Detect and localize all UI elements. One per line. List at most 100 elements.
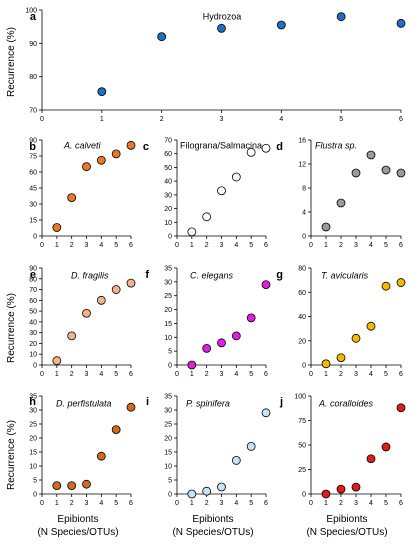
panel-h: 0 5 10 15 20 25 30 35 0 1 2 3 4 5 6 h D. perfistulata (29, 394, 136, 507)
y-tick-label: 40 (164, 179, 172, 186)
y-tick-label: 50 (164, 165, 172, 172)
data-point (96, 295, 106, 305)
data-point (396, 168, 406, 178)
y-tick-label: 70 (164, 138, 172, 145)
data-point (381, 281, 391, 291)
y-tick-label: 30 (29, 330, 37, 337)
panel-title: P. spinifera (186, 398, 230, 408)
data-point (351, 333, 361, 343)
x-tick-label: 2 (205, 500, 209, 507)
x-tick-label: 4 (234, 371, 238, 378)
data-point (187, 489, 197, 499)
y-axis-title-top: Recurrence (%) (6, 27, 17, 97)
data-point (321, 489, 331, 499)
y-tick-label: 30 (164, 192, 172, 199)
x-tick-label: 3 (220, 116, 224, 123)
data-point (261, 143, 271, 153)
data-point (396, 403, 406, 413)
y-tick-label: 15 (29, 218, 37, 225)
x-tick-label: 1 (324, 242, 328, 249)
y-tick-label: 30 (164, 279, 172, 286)
x-tick-label: 5 (384, 371, 388, 378)
x-tick-label: 6 (399, 242, 403, 249)
y-tick-label: 0 (302, 492, 306, 499)
x-tick-label: 1 (100, 116, 104, 123)
data-point (202, 212, 212, 222)
y-tick-label: 90 (29, 41, 37, 48)
x-tick-label: 5 (384, 242, 388, 249)
x-tick-label: 1 (190, 500, 194, 507)
y-tick-label: 30 (29, 202, 37, 209)
y-tick-label: 80 (29, 276, 37, 283)
y-tick-label: 10 (164, 464, 172, 471)
data-point (276, 20, 286, 30)
x-tick-label: 2 (339, 242, 343, 249)
x-tick-label: 3 (354, 371, 358, 378)
y-tick-label: 60 (29, 170, 37, 177)
y-tick-label: 70 (29, 108, 37, 115)
data-point (381, 165, 391, 175)
y-tick-label: 25 (298, 467, 306, 474)
y-tick-label: 75 (29, 154, 37, 161)
data-point (321, 222, 331, 232)
y-tick-label: 70 (29, 287, 37, 294)
y-tick-label: 100 (294, 394, 306, 401)
x-tick-label: 0 (309, 242, 313, 249)
y-axis-title-row2: Recurrence (%) (6, 293, 17, 363)
x-tick-label: 1 (324, 500, 328, 507)
y-tick-label: 15 (164, 321, 172, 328)
data-point (67, 481, 77, 491)
x-tick-label: 5 (114, 242, 118, 249)
x-tick-label: 5 (249, 371, 253, 378)
panel-a: 70 80 90 100 0 1 2 3 4 5 6 a Hydrozoa (25, 8, 406, 123)
data-point (231, 331, 241, 341)
panel-letter: d (276, 141, 283, 153)
x-tick-label: 2 (70, 242, 74, 249)
data-point (187, 360, 197, 370)
y-tick-label: 20 (298, 338, 306, 345)
y-tick-label: 100 (25, 8, 37, 15)
x-tick-label: 5 (384, 500, 388, 507)
x-tick-label: 1 (55, 371, 59, 378)
x-tick-label: 1 (190, 242, 194, 249)
x-tick-label: 0 (175, 242, 179, 249)
panel-title: A. calveti (63, 140, 102, 150)
y-tick-label: 5 (168, 349, 172, 356)
y-tick-label: 4 (302, 210, 306, 217)
data-point (351, 168, 361, 178)
panel-title: A. coralloides (318, 398, 374, 408)
y-tick-label: 35 (164, 266, 172, 273)
y-tick-label: 10 (29, 464, 37, 471)
data-point (261, 280, 271, 290)
data-point (336, 198, 346, 208)
panel-letter: f (145, 269, 149, 281)
panel-letter: h (29, 396, 36, 408)
x-tick-label: 3 (85, 242, 89, 249)
x-tick-label: 2 (205, 242, 209, 249)
panel-letter: i (146, 396, 149, 408)
panel-c: 0 10 20 30 40 50 60 70 0 1 2 3 4 5 6 c Filograna/Salmaci… (143, 138, 271, 249)
x-tick-label: 0 (309, 371, 313, 378)
panel-letter: a (30, 11, 37, 23)
y-axis-title-row3: Recurrence (%) (6, 420, 17, 490)
data-point (82, 308, 91, 318)
y-tick-label: 30 (29, 408, 37, 415)
y-tick-label: 12 (298, 162, 306, 169)
x-tick-label: 6 (264, 500, 268, 507)
panel-title: Hydrozoa (203, 11, 242, 21)
y-tick-label: 30 (164, 408, 172, 415)
panel-i: 0 5 10 15 20 25 30 35 0 1 2 3 4 5 6 i P. spinifera (146, 394, 271, 507)
data-point (111, 149, 121, 159)
x-axis-title-left-line2: (N Species/OTUs) (37, 527, 118, 538)
x-tick-label: 2 (70, 371, 74, 378)
y-tick-label: 10 (164, 335, 172, 342)
panel-letter: j (279, 396, 283, 408)
x-tick-label: 6 (399, 500, 403, 507)
x-tick-label: 4 (99, 371, 103, 378)
y-tick-label: 10 (29, 352, 37, 359)
x-tick-label: 4 (234, 242, 238, 249)
data-point (396, 18, 406, 28)
y-tick-label: 0 (168, 363, 172, 370)
